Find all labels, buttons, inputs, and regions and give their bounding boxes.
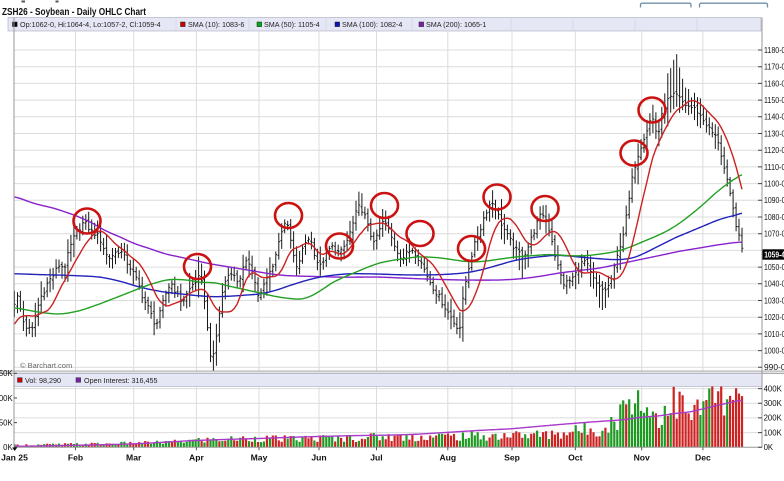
- svg-text:1010-0: 1010-0: [764, 330, 784, 339]
- svg-text:SMA (100): 1082-4: SMA (100): 1082-4: [342, 20, 402, 29]
- svg-text:200K: 200K: [764, 414, 783, 423]
- svg-text:Sep: Sep: [504, 453, 520, 463]
- svg-text:1070-0: 1070-0: [764, 230, 784, 239]
- svg-text:100K: 100K: [764, 428, 783, 437]
- svg-text:50K: 50K: [0, 418, 13, 427]
- svg-text:SMA (10): 1083-6: SMA (10): 1083-6: [188, 20, 244, 29]
- svg-text:1050-0: 1050-0: [764, 263, 784, 272]
- svg-text:1180-0: 1180-0: [764, 46, 784, 55]
- svg-text:SMA (200): 1065-1: SMA (200): 1065-1: [426, 20, 486, 29]
- svg-text:150K: 150K: [0, 369, 13, 378]
- svg-text:1080-0: 1080-0: [764, 213, 784, 222]
- svg-text:300K: 300K: [764, 399, 783, 408]
- svg-text:Open Interest: 316,455: Open Interest: 316,455: [84, 376, 158, 385]
- svg-text:1030-0: 1030-0: [764, 296, 784, 305]
- svg-text:© Barchart.com: © Barchart.com: [20, 361, 72, 370]
- svg-text:1110-0: 1110-0: [764, 163, 784, 172]
- svg-text:1140-0: 1140-0: [764, 113, 784, 122]
- svg-text:400K: 400K: [764, 384, 783, 393]
- svg-text:1000-0: 1000-0: [764, 347, 784, 356]
- svg-text:1120-0: 1120-0: [764, 146, 784, 155]
- svg-text:1059-4: 1059-4: [764, 250, 784, 259]
- svg-text:1020-0: 1020-0: [764, 313, 784, 322]
- svg-text:1170-0: 1170-0: [764, 63, 784, 72]
- svg-text:Jan 25: Jan 25: [1, 453, 28, 463]
- svg-text:Op:1062-0, Hi:1064-4, Lo:1057-: Op:1062-0, Hi:1064-4, Lo:1057-2, Cl:1059…: [20, 20, 161, 29]
- svg-text:Nov: Nov: [634, 453, 650, 463]
- svg-text:1150-0: 1150-0: [764, 96, 784, 105]
- svg-text:1090-0: 1090-0: [764, 196, 784, 205]
- svg-text:1130-0: 1130-0: [764, 129, 784, 138]
- svg-text:Oct: Oct: [568, 453, 582, 463]
- svg-text:1040-0: 1040-0: [764, 280, 784, 289]
- svg-text:Dec: Dec: [695, 453, 711, 463]
- svg-text:Feb: Feb: [68, 453, 83, 463]
- svg-text:Vol: 98,290: Vol: 98,290: [25, 376, 61, 385]
- svg-text:May: May: [251, 453, 268, 463]
- svg-text:1160-0: 1160-0: [764, 79, 784, 88]
- svg-text:SMA (50): 1105-4: SMA (50): 1105-4: [264, 20, 320, 29]
- svg-text:0K: 0K: [764, 443, 774, 452]
- svg-text:Aug: Aug: [439, 453, 456, 463]
- svg-text:100K: 100K: [0, 394, 13, 403]
- svg-text:Jun: Jun: [311, 453, 326, 463]
- svg-text:Apr: Apr: [189, 453, 204, 463]
- svg-text:0K: 0K: [3, 443, 13, 452]
- svg-text:Mar: Mar: [126, 453, 142, 463]
- svg-text:Jul: Jul: [370, 453, 382, 463]
- svg-text:1100-0: 1100-0: [764, 180, 784, 189]
- svg-text:ZSH26 - Soybean - Daily OHLC C: ZSH26 - Soybean - Daily OHLC Chart: [2, 6, 146, 18]
- svg-text:990-0: 990-0: [764, 363, 784, 372]
